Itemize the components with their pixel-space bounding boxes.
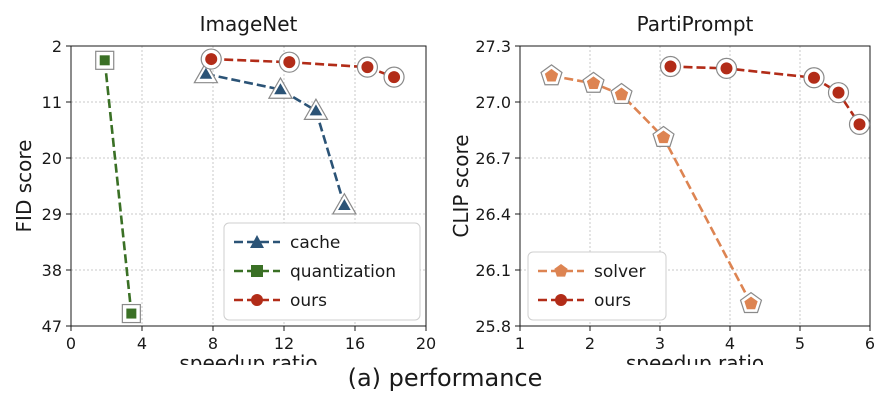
series-line-quantization xyxy=(103,60,133,314)
x-axis-label: speedup ratio xyxy=(626,351,764,365)
y-tick-label: 27.3 xyxy=(475,37,511,56)
y-tick-label: 26.4 xyxy=(475,205,511,224)
legend-item-cache: cache xyxy=(234,233,340,253)
series-solver xyxy=(540,64,763,314)
data-point-ours xyxy=(383,66,405,88)
legend: solver ours xyxy=(527,251,667,321)
data-point-cache xyxy=(303,97,329,120)
series-quantization xyxy=(95,50,141,324)
x-tick-label: 4 xyxy=(137,334,147,353)
x-tick-label: 5 xyxy=(795,334,805,353)
y-tick-label: 11 xyxy=(42,93,62,112)
y-tick-label: 20 xyxy=(42,149,62,168)
x-axis-label: speedup ratio xyxy=(179,351,317,365)
y-axis-label: FID score xyxy=(12,140,36,233)
data-point-solver xyxy=(739,291,763,314)
data-point-ours xyxy=(200,48,222,70)
legend-item-ours: ours xyxy=(538,291,631,311)
series-ours xyxy=(200,48,405,88)
y-tick-label: 26.1 xyxy=(475,261,511,280)
x-tick-label: 16 xyxy=(345,334,365,353)
y-tick-label: 29 xyxy=(42,205,62,224)
x-tick-label: 6 xyxy=(865,334,875,353)
x-tick-label: 4 xyxy=(725,334,735,353)
legend: cache quantization ours xyxy=(223,222,421,321)
plot-frame xyxy=(70,45,427,327)
data-point-ours xyxy=(803,67,825,89)
data-point-solver xyxy=(582,71,605,93)
legend-label: quantization xyxy=(290,262,396,282)
legend-marker-pentagon xyxy=(554,264,568,277)
data-point-cache xyxy=(267,76,294,99)
y-tick-label: 38 xyxy=(42,261,62,280)
legend-label: solver xyxy=(594,262,646,282)
data-point-quantization xyxy=(121,303,141,324)
data-point-ours xyxy=(278,51,300,73)
x-tick-label: 1 xyxy=(515,334,525,353)
data-point-ours xyxy=(659,55,682,78)
data-point-quantization xyxy=(95,50,115,70)
chart-title: ImageNet xyxy=(200,12,298,36)
legend-item-ours: ours xyxy=(234,291,327,311)
legend-marker-triangle xyxy=(250,235,264,248)
y-tick-label: 2 xyxy=(52,37,62,56)
y-axis-label: CLIP score xyxy=(449,134,473,237)
legend-marker-circle xyxy=(555,294,567,306)
data-point-cache xyxy=(193,61,219,84)
chart-imagenet: 0 4 8 12 16 20 2 11 20 29 38 47 ImageNet speedup rati… xyxy=(12,12,436,365)
series-ours xyxy=(659,55,871,136)
series-cache xyxy=(193,61,357,215)
data-point-cache xyxy=(331,192,357,215)
legend-item-solver: solver xyxy=(538,262,646,282)
data-point-solver xyxy=(610,82,633,105)
legend-item-quantization: quantization xyxy=(234,262,396,282)
y-tick-label: 47 xyxy=(42,317,62,336)
legend-marker-square xyxy=(251,265,263,277)
data-point-ours xyxy=(848,113,871,136)
data-point-ours xyxy=(827,82,850,104)
data-point-ours xyxy=(715,57,738,80)
x-tick-label: 0 xyxy=(66,334,76,353)
x-tick-label: 8 xyxy=(208,334,218,353)
x-tick-label: 20 xyxy=(416,334,436,353)
plot-frame xyxy=(519,45,871,327)
x-tick-label: 3 xyxy=(655,334,665,353)
legend-label: cache xyxy=(290,233,340,253)
chart-title: PartiPrompt xyxy=(637,12,754,36)
chart-partiprompt: 1 2 3 4 5 6 25.8 26.1 26.4 26.7 27.0 27.3 PartiPromp… xyxy=(449,12,875,365)
data-point-solver xyxy=(540,64,563,86)
y-tick-label: 25.8 xyxy=(475,317,511,336)
x-tick-label: 2 xyxy=(585,334,595,353)
figure-caption: (a) performance xyxy=(347,364,543,392)
x-tick-label: 12 xyxy=(274,334,294,353)
y-tick-label: 26.7 xyxy=(475,149,511,168)
legend-box xyxy=(223,222,421,321)
legend-label: ours xyxy=(594,291,631,311)
legend-label: ours xyxy=(290,291,327,311)
data-point-ours xyxy=(356,56,379,78)
series-line-cache xyxy=(205,72,346,206)
data-point-solver xyxy=(652,125,675,147)
y-tick-label: 27.0 xyxy=(475,93,511,112)
legend-marker-circle xyxy=(251,294,263,306)
series-line-ours xyxy=(211,57,395,79)
